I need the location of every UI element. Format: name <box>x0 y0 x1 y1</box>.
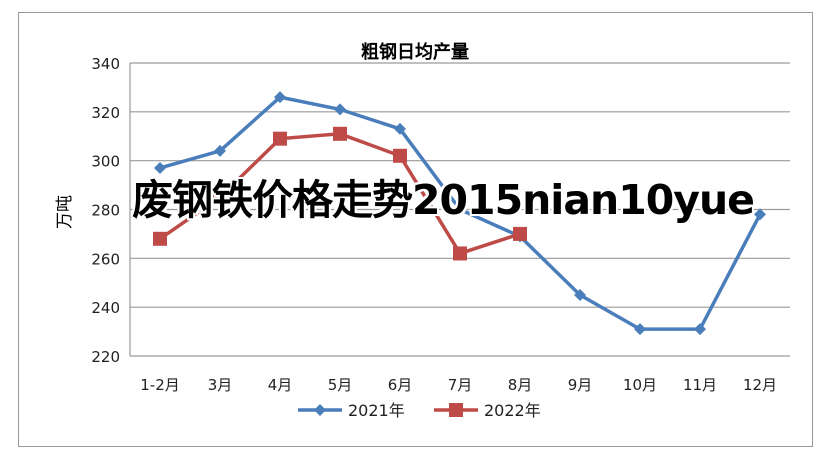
data-point <box>154 161 166 174</box>
data-point <box>453 246 467 261</box>
data-point <box>213 190 227 205</box>
legend-label: 2022年 <box>484 401 541 420</box>
data-point <box>454 203 466 216</box>
x-tick-label: 10月 <box>623 376 657 394</box>
x-tick-label: 11月 <box>683 376 717 394</box>
y-tick-label: 300 <box>91 153 120 171</box>
x-tick-label: 8月 <box>508 376 533 394</box>
y-tick-label: 340 <box>91 55 120 73</box>
data-point <box>333 126 347 141</box>
data-point <box>754 208 766 221</box>
x-tick-label: 9月 <box>568 376 593 394</box>
chart-border <box>18 12 813 447</box>
overlay-banner-text: 废钢铁价格走势2015nian10yue <box>132 176 755 224</box>
data-point <box>334 103 346 116</box>
data-point <box>273 131 287 146</box>
y-axis-label: 万吨 <box>55 195 75 229</box>
data-point <box>694 323 706 336</box>
data-point <box>574 288 586 301</box>
data-point <box>634 323 646 336</box>
data-point <box>393 148 407 163</box>
data-point <box>394 122 406 135</box>
y-tick-label: 260 <box>91 250 120 268</box>
x-tick-label: 4月 <box>268 376 293 394</box>
data-point <box>214 144 226 157</box>
y-tick-label: 240 <box>91 299 120 317</box>
x-tick-label: 12月 <box>743 376 777 394</box>
x-tick-label: 1-2月 <box>140 376 180 394</box>
x-tick-label: 7月 <box>448 376 473 394</box>
x-tick-label: 6月 <box>388 376 413 394</box>
x-tick-label: 5月 <box>328 376 353 394</box>
chart-title: 粗钢日均产量 <box>361 41 469 63</box>
y-tick-label: 280 <box>91 202 120 220</box>
legend-label: 2021年 <box>348 401 405 420</box>
data-point <box>513 226 527 241</box>
data-point <box>449 403 463 417</box>
y-tick-label: 220 <box>91 348 120 366</box>
data-point <box>274 91 286 104</box>
y-tick-label: 320 <box>91 104 120 122</box>
x-tick-label: 3月 <box>208 376 233 394</box>
data-point <box>314 404 326 416</box>
data-point <box>153 231 167 246</box>
